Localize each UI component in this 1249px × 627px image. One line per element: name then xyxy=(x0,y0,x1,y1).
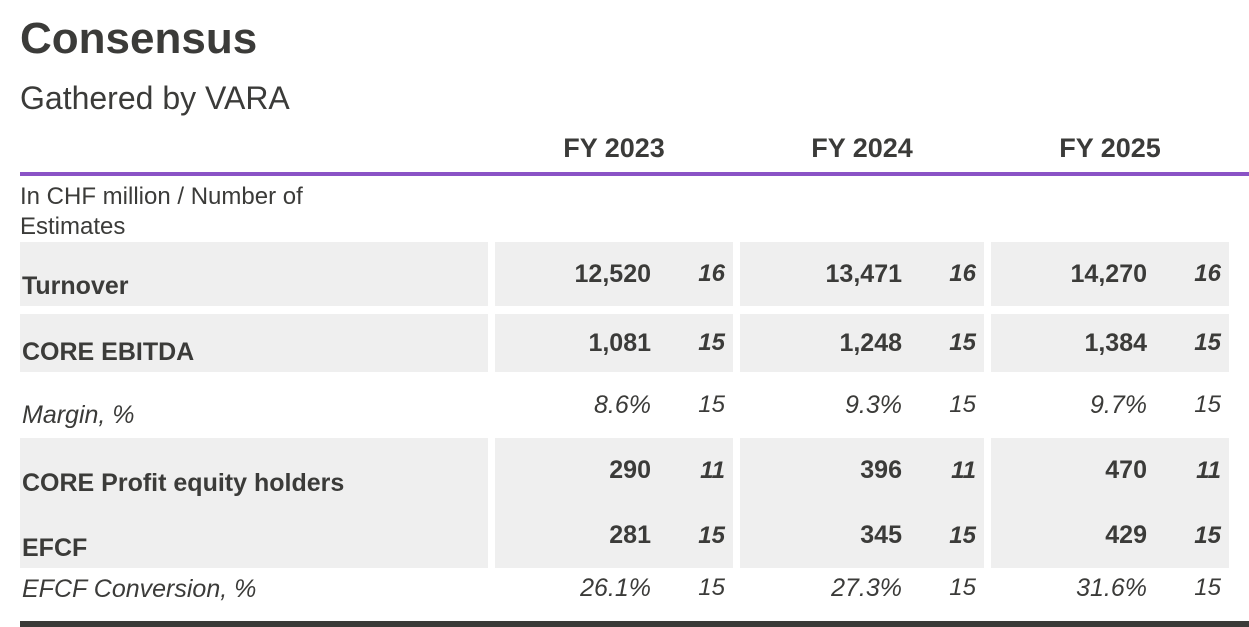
cell-estimates-count: 11 xyxy=(951,456,976,484)
cell-fy2023: 290 11 xyxy=(495,438,733,503)
consensus-table: Turnover 12,520 16 13,471 16 14,270 16 C… xyxy=(20,242,1249,608)
cell-estimates-count: 15 xyxy=(698,391,725,418)
row-label: CORE Profit equity holders xyxy=(20,438,488,503)
cell-fy2024: 396 11 xyxy=(740,438,984,503)
column-header-fy2023: FY 2023 xyxy=(563,133,665,163)
cell-estimates-count: 15 xyxy=(949,521,976,549)
cell-value: 396 xyxy=(860,456,902,484)
cell-estimates-count: 15 xyxy=(1194,329,1221,356)
table-row-core-profit: CORE Profit equity holders 290 11 396 11… xyxy=(20,438,1249,503)
cell-value: 13,471 xyxy=(825,259,902,288)
cell-fy2023: 12,520 16 xyxy=(495,242,733,306)
column-gap xyxy=(984,568,991,608)
cell-fy2024: 27.3% 15 xyxy=(740,568,984,608)
cell-estimates-count: 16 xyxy=(698,260,725,287)
column-header-fy2024: FY 2024 xyxy=(811,133,913,163)
row-label: Margin, % xyxy=(22,401,135,429)
cell-fy2025: 470 11 xyxy=(991,438,1229,503)
column-gap xyxy=(984,314,991,372)
cell-fy2024: 345 15 xyxy=(740,503,984,568)
cell-estimates-count: 15 xyxy=(1194,574,1221,601)
cell-fy2023: 26.1% 15 xyxy=(495,568,733,608)
cell-fy2025: 31.6% 15 xyxy=(991,568,1229,608)
cell-estimates-count: 15 xyxy=(698,574,725,601)
cell-value: 26.1% xyxy=(580,573,651,602)
cell-value: 429 xyxy=(1105,521,1147,549)
column-gap xyxy=(488,372,495,438)
cell-value: 12,520 xyxy=(574,259,651,288)
cell-value: 290 xyxy=(609,456,651,484)
cell-fy2023: 8.6% 15 xyxy=(495,372,733,438)
cell-fy2024: 13,471 16 xyxy=(740,242,984,306)
cell-estimates-count: 16 xyxy=(1194,260,1221,287)
row-label: EFCF Conversion, % xyxy=(22,575,257,603)
column-gap xyxy=(984,242,991,306)
column-gap xyxy=(733,372,740,438)
cell-fy2025: 14,270 16 xyxy=(991,242,1229,306)
cell-value: 1,248 xyxy=(839,328,902,357)
column-gap xyxy=(488,503,495,568)
cell-value: 9.7% xyxy=(1090,390,1147,419)
column-gap xyxy=(488,438,495,503)
accent-divider xyxy=(20,172,1249,176)
column-gap xyxy=(984,503,991,568)
column-header-row: FY 2023 FY 2024 FY 2025 xyxy=(20,130,1249,166)
cell-estimates-count: 15 xyxy=(1194,391,1221,418)
column-header-fy2025: FY 2025 xyxy=(1059,133,1161,163)
row-label: CORE EBITDA xyxy=(20,314,488,372)
cell-value: 14,270 xyxy=(1070,259,1147,288)
cell-fy2025: 429 15 xyxy=(991,503,1229,568)
table-row-core-ebitda: CORE EBITDA 1,081 15 1,248 15 1,384 15 xyxy=(20,314,1249,372)
column-gap xyxy=(984,372,991,438)
cell-estimates-count: 15 xyxy=(698,521,725,549)
row-label: EFCF xyxy=(20,503,488,568)
cell-estimates-count: 15 xyxy=(949,329,976,356)
cell-value: 470 xyxy=(1105,456,1147,484)
column-gap xyxy=(488,314,495,372)
cell-value: 281 xyxy=(609,521,651,549)
page-subtitle: Gathered by VARA xyxy=(20,80,290,116)
column-gap xyxy=(733,438,740,503)
cell-fy2024: 1,248 15 xyxy=(740,314,984,372)
unit-note: In CHF million / Number of Estimates xyxy=(20,183,303,240)
column-gap xyxy=(733,242,740,306)
cell-value: 1,081 xyxy=(588,328,651,357)
column-gap xyxy=(984,438,991,503)
cell-value: 8.6% xyxy=(594,390,651,419)
cell-fy2023: 281 15 xyxy=(495,503,733,568)
cell-fy2025: 9.7% 15 xyxy=(991,372,1229,438)
cell-estimates-count: 15 xyxy=(949,574,976,601)
column-gap xyxy=(733,503,740,568)
cell-value: 27.3% xyxy=(831,573,902,602)
column-gap xyxy=(488,568,495,608)
cell-estimates-count: 11 xyxy=(700,456,725,484)
cell-fy2023: 1,081 15 xyxy=(495,314,733,372)
cell-estimates-count: 15 xyxy=(1194,521,1221,549)
column-gap xyxy=(733,568,740,608)
page-title: Consensus xyxy=(20,14,258,63)
cell-value: 9.3% xyxy=(845,390,902,419)
cell-estimates-count: 11 xyxy=(1196,456,1221,484)
table-row-turnover: Turnover 12,520 16 13,471 16 14,270 16 xyxy=(20,242,1249,306)
cell-value: 1,384 xyxy=(1084,328,1147,357)
cell-estimates-count: 16 xyxy=(949,260,976,287)
cell-estimates-count: 15 xyxy=(949,391,976,418)
cell-fy2025: 1,384 15 xyxy=(991,314,1229,372)
footer-bar xyxy=(20,621,1249,627)
column-gap xyxy=(733,314,740,372)
cell-estimates-count: 15 xyxy=(698,329,725,356)
column-gap xyxy=(488,242,495,306)
table-row-efcf-conversion: EFCF Conversion, % 26.1% 15 27.3% 15 31.… xyxy=(20,568,1249,608)
cell-value: 345 xyxy=(860,521,902,549)
table-row-margin-pct: Margin, % 8.6% 15 9.3% 15 9.7% 15 xyxy=(20,372,1249,438)
cell-value: 31.6% xyxy=(1076,573,1147,602)
table-row-efcf: EFCF 281 15 345 15 429 15 xyxy=(20,503,1249,568)
cell-fy2024: 9.3% 15 xyxy=(740,372,984,438)
row-label: Turnover xyxy=(20,242,488,306)
